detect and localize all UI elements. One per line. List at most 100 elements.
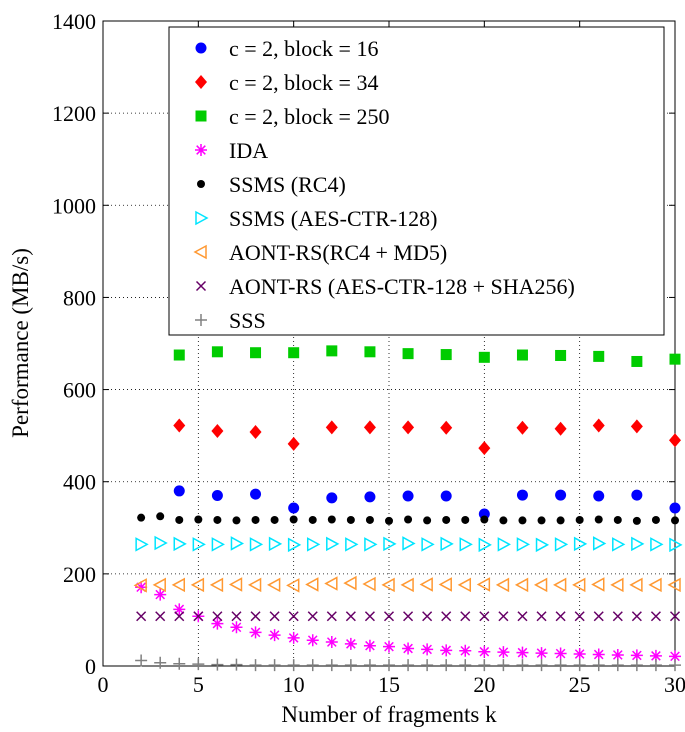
- data-point: [554, 659, 567, 672]
- data-point: [326, 536, 340, 552]
- data-point: [516, 349, 528, 361]
- data-point: [270, 515, 279, 524]
- data-point: [213, 515, 222, 524]
- data-point: [440, 659, 453, 672]
- data-point: [650, 537, 664, 552]
- data-point: [228, 577, 243, 592]
- data-point: [154, 535, 168, 551]
- data-point: [211, 658, 224, 671]
- data-point: [478, 659, 491, 672]
- data-point: [594, 515, 603, 524]
- series-5: [135, 535, 683, 553]
- data-point: [344, 637, 357, 650]
- legend-marker: [197, 180, 205, 188]
- data-point: [306, 537, 321, 552]
- y-tick-label: 0: [85, 654, 96, 679]
- data-point: [364, 611, 375, 622]
- data-point: [535, 647, 548, 660]
- data-point: [611, 659, 624, 672]
- data-point: [171, 577, 186, 593]
- series-7: [136, 611, 681, 622]
- data-point: [631, 489, 643, 501]
- data-point: [630, 659, 643, 672]
- data-point: [383, 536, 397, 552]
- data-point: [344, 659, 357, 672]
- data-point: [460, 611, 471, 622]
- data-point: [459, 644, 472, 657]
- data-point: [516, 489, 528, 501]
- data-point: [326, 611, 337, 622]
- data-point: [403, 611, 414, 622]
- legend-marker: [195, 110, 207, 122]
- data-point: [498, 611, 509, 622]
- data-point: [442, 515, 451, 524]
- data-point: [423, 516, 432, 525]
- data-point: [230, 536, 245, 551]
- series-4: [137, 512, 679, 525]
- data-point: [556, 516, 565, 525]
- data-point: [230, 621, 243, 634]
- data-point: [553, 577, 567, 593]
- data-point: [611, 648, 624, 661]
- data-point: [440, 349, 452, 361]
- data-point: [667, 577, 681, 593]
- data-point: [287, 537, 302, 553]
- data-point: [268, 659, 281, 672]
- data-point: [516, 646, 529, 659]
- data-point: [649, 659, 662, 672]
- x-tick-label: 5: [193, 672, 204, 697]
- data-point: [364, 537, 378, 552]
- data-point: [173, 536, 187, 552]
- data-point: [287, 436, 300, 451]
- data-point: [402, 420, 415, 435]
- data-point: [363, 639, 376, 652]
- data-point: [459, 659, 472, 672]
- legend-box: [168, 26, 665, 336]
- data-point: [573, 659, 586, 672]
- x-tick-label: 15: [378, 672, 400, 697]
- data-point: [495, 577, 510, 593]
- data-point: [514, 577, 529, 593]
- data-point: [497, 659, 510, 672]
- data-point: [630, 419, 643, 434]
- data-point: [400, 577, 414, 593]
- data-point: [173, 603, 186, 616]
- data-point: [574, 611, 585, 622]
- data-point: [555, 611, 566, 622]
- data-point: [362, 576, 376, 592]
- legend-marker: [195, 314, 207, 326]
- data-point: [402, 659, 415, 672]
- legend-entry-label: IDA: [229, 138, 268, 163]
- legend-entry-label: AONT-RS(RC4 + MD5): [229, 240, 447, 265]
- data-point: [554, 537, 569, 552]
- data-point: [288, 347, 300, 359]
- data-point: [648, 577, 662, 593]
- data-point: [478, 645, 491, 658]
- data-point: [230, 658, 243, 671]
- data-point: [421, 643, 434, 656]
- data-point: [268, 536, 283, 552]
- data-point: [175, 515, 184, 524]
- series-8: [135, 654, 681, 672]
- axis-ticks: 0 5 10 15 20 25 30 0 200 400 600 800 1000 1200 1400: [52, 9, 685, 697]
- data-point: [383, 611, 395, 622]
- data-point: [137, 513, 146, 522]
- data-point: [269, 611, 280, 622]
- data-point: [533, 577, 548, 593]
- data-point: [441, 611, 452, 622]
- data-point: [289, 515, 298, 524]
- data-point: [381, 577, 395, 593]
- legend-entry-label: SSMS (RC4): [229, 172, 346, 197]
- data-point: [631, 536, 645, 552]
- y-tick-label: 200: [63, 562, 96, 587]
- data-point: [190, 577, 205, 593]
- x-tick-label: 10: [283, 672, 305, 697]
- x-tick-label: 0: [98, 672, 109, 697]
- data-point: [671, 516, 679, 525]
- data-point: [327, 515, 336, 524]
- data-point: [402, 348, 414, 360]
- data-point: [592, 648, 605, 661]
- data-point: [307, 611, 318, 622]
- legend-entry-label: c = 2, block = 34: [229, 70, 378, 95]
